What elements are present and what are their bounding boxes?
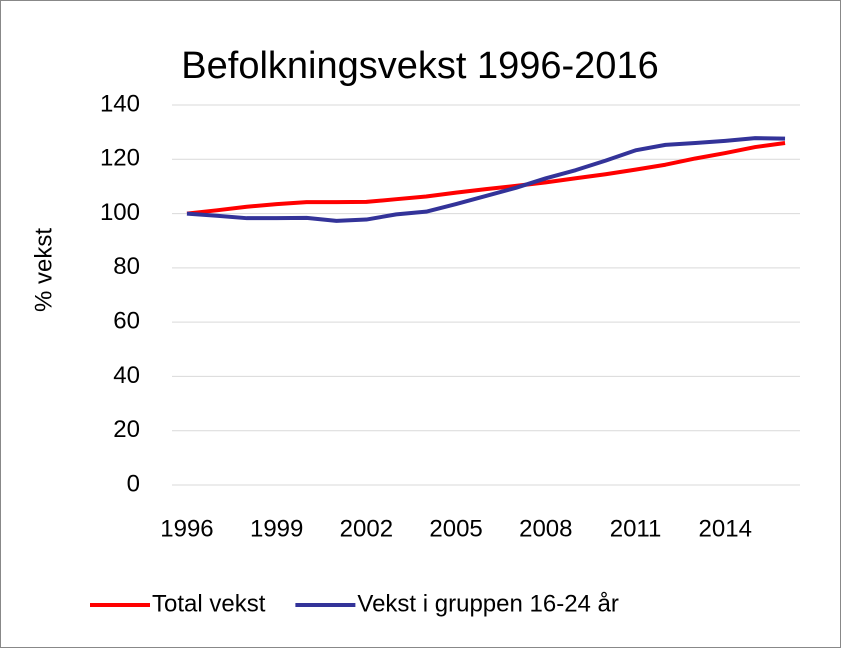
x-tick-label: 2008 [519, 515, 572, 542]
x-tick-label: 2014 [699, 515, 752, 542]
legend-label: Total vekst [152, 590, 266, 617]
x-tick-label: 1996 [160, 515, 213, 542]
y-tick-label: 60 [113, 307, 140, 334]
y-tick-label: 20 [113, 416, 140, 443]
legend-label: Vekst i gruppen 16-24 år [357, 590, 619, 617]
chart-title: Befolkningsvekst 1996-2016 [181, 45, 658, 87]
x-tick-label: 1999 [250, 515, 303, 542]
x-tick-label: 2011 [610, 515, 662, 542]
y-axis-label: % vekst [30, 228, 57, 312]
y-tick-label: 0 [127, 470, 140, 497]
line-series [186, 141, 786, 216]
y-tick-label: 80 [113, 253, 140, 280]
y-tick-label: 120 [100, 145, 140, 172]
x-tick-label: 2005 [429, 515, 482, 542]
y-tick-label: 140 [100, 90, 140, 117]
x-tick-label: 2002 [340, 515, 393, 542]
y-tick-label: 100 [100, 199, 140, 226]
y-tick-label: 40 [113, 362, 140, 389]
line-series [186, 136, 786, 223]
